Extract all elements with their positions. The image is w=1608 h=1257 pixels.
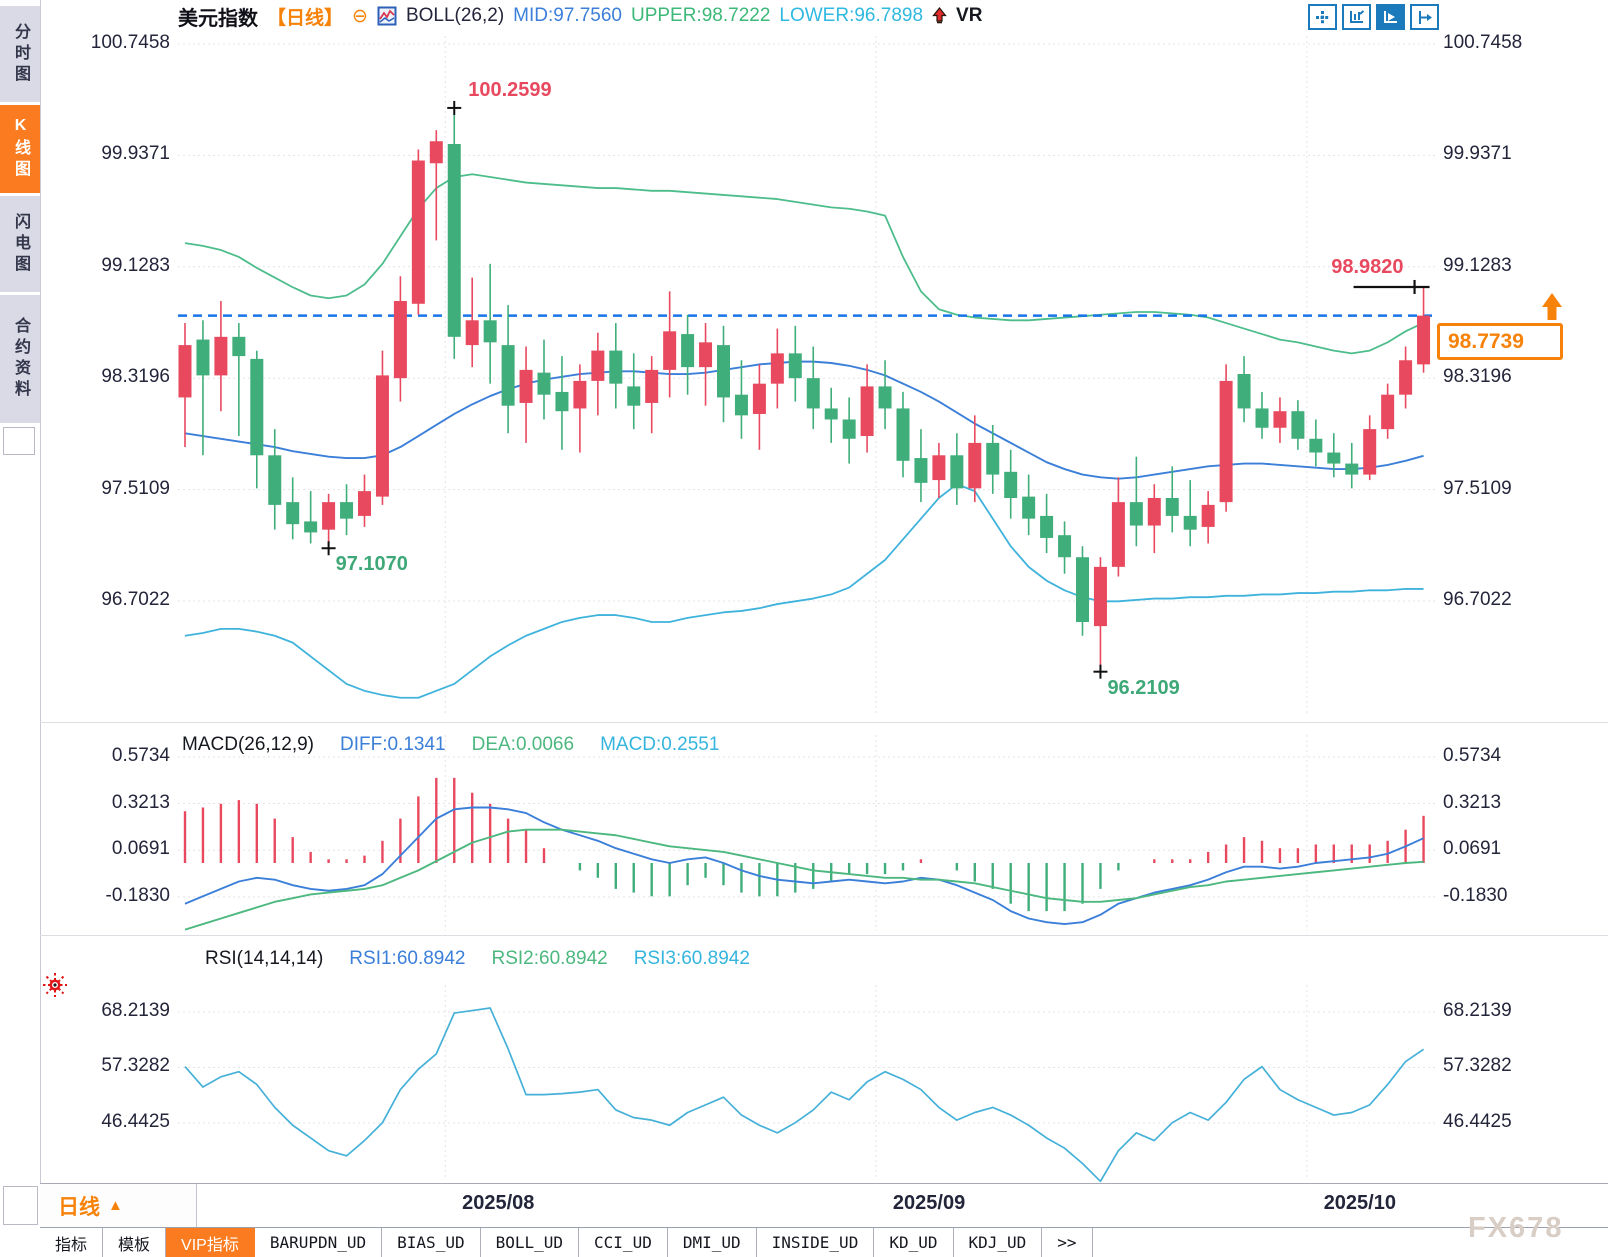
period-label: 日线 bbox=[58, 1195, 100, 1219]
y-axis-label: 68.2139 bbox=[1443, 1000, 1512, 1021]
y-axis-label: 46.4425 bbox=[1443, 1110, 1512, 1132]
indicator-tab-BIAS_UD[interactable]: BIAS_UD bbox=[382, 1228, 481, 1257]
boll-mid-value: MID:97.7560 bbox=[513, 5, 622, 26]
y-axis-label: 57.3282 bbox=[101, 1055, 170, 1077]
indicator-tab-模板[interactable]: 模板 bbox=[103, 1228, 167, 1257]
indicator-tab-指标[interactable]: 指标 bbox=[40, 1228, 104, 1257]
indicator-tab-CCI_UD[interactable]: CCI_UD bbox=[579, 1228, 668, 1257]
macd-diff-value: DIFF:0.1341 bbox=[340, 734, 446, 755]
y-axis-label: 0.0691 bbox=[111, 838, 170, 860]
y-axis-label: 99.1283 bbox=[101, 254, 170, 276]
y-axis-label: 0.0691 bbox=[1443, 838, 1502, 860]
y-axis-label: 98.3196 bbox=[1443, 366, 1512, 388]
indicator-tab-BOLL_UD[interactable]: BOLL_UD bbox=[481, 1228, 580, 1257]
y-axis-label: 96.7022 bbox=[1443, 589, 1512, 610]
indicator-tab-VIP指标[interactable]: VIP指标 bbox=[166, 1228, 255, 1257]
chart-toolbar bbox=[1308, 4, 1439, 30]
rsi2-value: RSI2:60.8942 bbox=[491, 948, 608, 969]
extreme-price-label: 98.9820 bbox=[1331, 255, 1404, 278]
sidebar: 分时图 K线图 闪电图 合约资料 bbox=[0, 0, 41, 1256]
watermark: FX678 bbox=[1468, 1212, 1564, 1244]
y-axis-label: 57.3282 bbox=[1443, 1055, 1512, 1077]
sidebar-item-0[interactable]: 分时图 bbox=[0, 6, 40, 102]
vr-label[interactable]: VR bbox=[956, 5, 983, 26]
y-axis-label: 98.3196 bbox=[101, 366, 170, 388]
y-axis-label: -0.1830 bbox=[1443, 884, 1508, 906]
extreme-price-label: 97.1070 bbox=[335, 553, 408, 576]
bottom-left-box[interactable] bbox=[3, 1186, 38, 1225]
y-axis-label: 99.1283 bbox=[1443, 254, 1512, 276]
panel-separator bbox=[40, 935, 1608, 936]
rsi-header: RSI(14,14,14) RSI1:60.8942 RSI2:60.8942 … bbox=[205, 948, 750, 970]
macd-macd-value: MACD:0.2551 bbox=[600, 734, 720, 755]
macd-dea-value: DEA:0.0066 bbox=[471, 734, 575, 755]
period-arrow-icon: ▲ bbox=[108, 1197, 123, 1214]
x-axis-month-label: 2025/09 bbox=[892, 1192, 966, 1214]
collapse-icon[interactable]: ⊖ bbox=[352, 5, 368, 27]
y-axis-label: 100.7458 bbox=[1443, 32, 1523, 53]
crosshair-icon[interactable] bbox=[1308, 4, 1337, 30]
indicator-tab->>[interactable]: >> bbox=[1042, 1228, 1093, 1257]
symbol-title: 美元指数 bbox=[178, 7, 258, 30]
hot-indicator-icon[interactable] bbox=[42, 972, 68, 1003]
y-axis-label: 0.3213 bbox=[1443, 791, 1502, 813]
y-axis-label: 99.9371 bbox=[1443, 143, 1512, 165]
indicator-tab-DMI_UD[interactable]: DMI_UD bbox=[668, 1228, 757, 1257]
indicator-tab-KD_UD[interactable]: KD_UD bbox=[874, 1228, 954, 1257]
macd-name[interactable]: MACD(26,12,9) bbox=[182, 734, 314, 755]
panel-separator bbox=[40, 722, 1608, 723]
extreme-price-label: 96.2109 bbox=[1107, 676, 1180, 699]
macd-header: MACD(26,12,9) DIFF:0.1341 DEA:0.0066 MAC… bbox=[182, 734, 719, 756]
indicator-tab-KDJ_UD[interactable]: KDJ_UD bbox=[954, 1228, 1043, 1257]
indicator-tab-bar: 指标 模板 VIP指标 BARUPDN_UD BIAS_UD BOLL_UD CCI_UD D… bbox=[40, 1227, 1608, 1257]
sidebar-collapse-box[interactable] bbox=[3, 427, 35, 455]
extreme-price-label: 100.2599 bbox=[468, 78, 552, 101]
y-axis-label: 0.3213 bbox=[111, 791, 170, 813]
y-axis-label: 0.5734 bbox=[1443, 744, 1502, 766]
indicator-name[interactable]: BOLL(26,2) bbox=[405, 5, 505, 26]
y-axis-label: 46.4425 bbox=[101, 1110, 170, 1132]
x-axis-month-label: 2025/10 bbox=[1323, 1192, 1396, 1214]
x-axis-month-label: 2025/08 bbox=[462, 1192, 535, 1214]
sidebar-item-1[interactable]: K线图 bbox=[0, 105, 40, 193]
y-axis-label: 68.2139 bbox=[101, 1000, 170, 1021]
rsi-name[interactable]: RSI(14,14,14) bbox=[205, 948, 324, 969]
y-axis-label: -0.1830 bbox=[105, 884, 170, 906]
axis-play-icon[interactable] bbox=[1376, 4, 1405, 30]
y-axis-label: 99.9371 bbox=[101, 143, 170, 165]
y-axis-label: 97.5109 bbox=[1443, 477, 1512, 499]
current-price-marker: 98.7739 bbox=[1437, 322, 1563, 360]
indicator-tab-BARUPDN_UD[interactable]: BARUPDN_UD bbox=[255, 1228, 383, 1257]
period-selector[interactable]: 日线 ▲ bbox=[40, 1184, 197, 1228]
sidebar-item-3[interactable]: 合约资料 bbox=[0, 295, 40, 423]
indicator-tab-INSIDE_UD[interactable]: INSIDE_UD bbox=[757, 1228, 875, 1257]
y-axis-label: 96.7022 bbox=[101, 589, 170, 610]
axis-zoom-icon[interactable] bbox=[1342, 4, 1371, 30]
y-axis-label: 100.7458 bbox=[90, 32, 170, 53]
period-tag[interactable]: 【日线】 bbox=[267, 7, 344, 29]
x-axis-strip: 日线 ▲ 2025/08 2025/09 2025/10 bbox=[40, 1183, 1608, 1228]
vr-up-arrow-icon bbox=[932, 6, 947, 26]
boll-lower-value: LOWER:96.7898 bbox=[779, 5, 924, 26]
kline-icon bbox=[377, 6, 397, 26]
boll-upper-value: UPPER:98.7222 bbox=[630, 5, 771, 26]
rsi3-value: RSI3:60.8942 bbox=[633, 948, 750, 969]
chart-header: 美元指数 【日线】 ⊖ BOLL(26,2) MID:97.7560 UPPER… bbox=[178, 2, 982, 30]
rsi1-value: RSI1:60.8942 bbox=[349, 948, 466, 969]
axis-pan-right-icon[interactable] bbox=[1410, 4, 1439, 30]
y-axis-label: 97.5109 bbox=[101, 477, 170, 499]
y-axis-label: 0.5734 bbox=[111, 744, 170, 766]
sidebar-item-2[interactable]: 闪电图 bbox=[0, 196, 40, 292]
